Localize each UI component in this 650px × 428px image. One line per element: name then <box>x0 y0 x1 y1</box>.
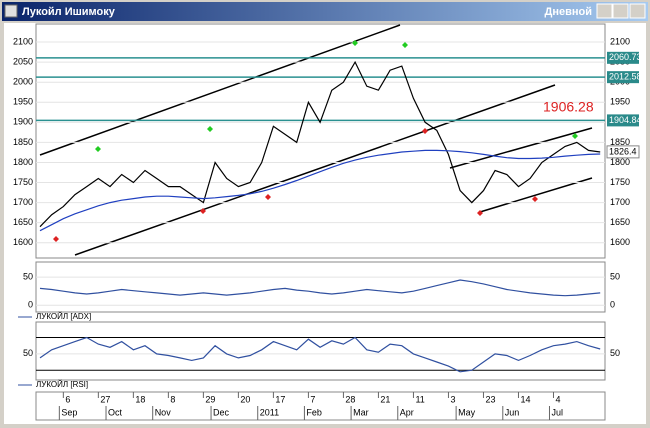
level-label: 2060.73 <box>609 52 642 62</box>
month-label: Sep <box>61 407 77 417</box>
last-price-box <box>606 145 640 159</box>
level-label-box <box>607 51 639 64</box>
series-line <box>39 60 601 228</box>
y-tick-label: 1850 <box>13 137 33 147</box>
x-tick-label: 27 <box>100 394 110 404</box>
legend-label: ЛУКОЙЛ [RSI] <box>36 380 88 389</box>
x-tick-label: 17 <box>275 394 285 404</box>
trend-channel <box>39 24 593 256</box>
x-tick-label: 6 <box>65 394 70 404</box>
x-tick-label: 11 <box>415 394 424 404</box>
level-label: 1904.84 <box>609 115 642 125</box>
y-tick-label: 50 <box>23 272 33 282</box>
y-tick-label: 50 <box>610 272 620 282</box>
y-tick-label: 1850 <box>610 137 630 147</box>
x-tick-label: 7 <box>310 394 315 404</box>
minimize-button[interactable] <box>596 3 613 19</box>
y-tick-label: 50 <box>23 348 33 358</box>
month-label: Oct <box>108 407 123 417</box>
chart-area <box>4 23 646 424</box>
y-tick-label: 1650 <box>13 217 33 227</box>
month-label: Nov <box>155 407 172 417</box>
title-bar <box>2 2 648 21</box>
x-tick-label: 18 <box>135 394 145 404</box>
price-annotation: 1906.28 <box>543 99 594 115</box>
maximize-button[interactable] <box>612 3 629 19</box>
series-line <box>39 336 601 373</box>
x-tick-label: 4 <box>555 394 560 404</box>
price-panel <box>35 23 606 259</box>
x-tick-label: 23 <box>485 394 495 404</box>
x-tick-label: 28 <box>345 394 355 404</box>
adx-panel <box>35 261 606 313</box>
month-label: Apr <box>400 407 414 417</box>
month-label: Mar <box>353 407 369 417</box>
series-line <box>39 149 601 232</box>
month-label: Jul <box>551 407 563 417</box>
y-tick-label: 50 <box>610 348 620 358</box>
y-tick-label: 1800 <box>610 157 630 167</box>
level-label: 2012.58 <box>609 72 642 82</box>
timeframe: Дневной <box>545 6 593 18</box>
y-tick-label: 0 <box>28 300 33 310</box>
x-tick-label: 3 <box>450 394 455 404</box>
series-line <box>39 279 601 297</box>
y-tick-label: 2050 <box>13 57 33 67</box>
close-button[interactable] <box>629 3 646 19</box>
month-label: 2011 <box>260 407 279 417</box>
y-tick-label: 2100 <box>610 36 630 46</box>
y-tick-label: 0 <box>610 300 615 310</box>
x-tick-label: 14 <box>520 394 530 404</box>
window-title: Лукойл Ишимоку <box>22 6 116 18</box>
x-tick-label: 21 <box>380 394 390 404</box>
y-tick-label: 1750 <box>610 177 630 187</box>
rsi-panel <box>35 321 606 381</box>
y-tick-label: 1600 <box>13 237 33 247</box>
y-tick-label: 1650 <box>610 217 630 227</box>
date-axis <box>35 391 606 421</box>
y-tick-label: 1950 <box>610 97 630 107</box>
y-tick-label: 1950 <box>13 97 33 107</box>
legend-label: ЛУКОЙЛ [ADX] <box>36 312 91 321</box>
month-label: May <box>458 407 476 417</box>
level-label-box <box>607 71 639 84</box>
app-icon <box>4 4 18 18</box>
x-tick-label: 8 <box>170 394 175 404</box>
month-label: Jun <box>505 407 520 417</box>
y-tick-label: 1900 <box>13 117 33 127</box>
y-tick-label: 1600 <box>610 237 630 247</box>
x-tick-label: 29 <box>205 394 215 404</box>
x-tick-label: 20 <box>240 394 250 404</box>
y-tick-label: 2000 <box>13 77 33 87</box>
level-label-box <box>607 114 639 127</box>
month-label: Dec <box>213 407 230 417</box>
y-tick-label: 1750 <box>13 177 33 187</box>
y-tick-label: 2100 <box>13 36 33 46</box>
y-tick-label: 1700 <box>13 197 33 207</box>
last-price-label: 1826.4 <box>609 146 637 156</box>
y-tick-label: 1700 <box>610 197 630 207</box>
y-tick-label: 1800 <box>13 157 33 167</box>
month-label: Feb <box>306 407 322 417</box>
